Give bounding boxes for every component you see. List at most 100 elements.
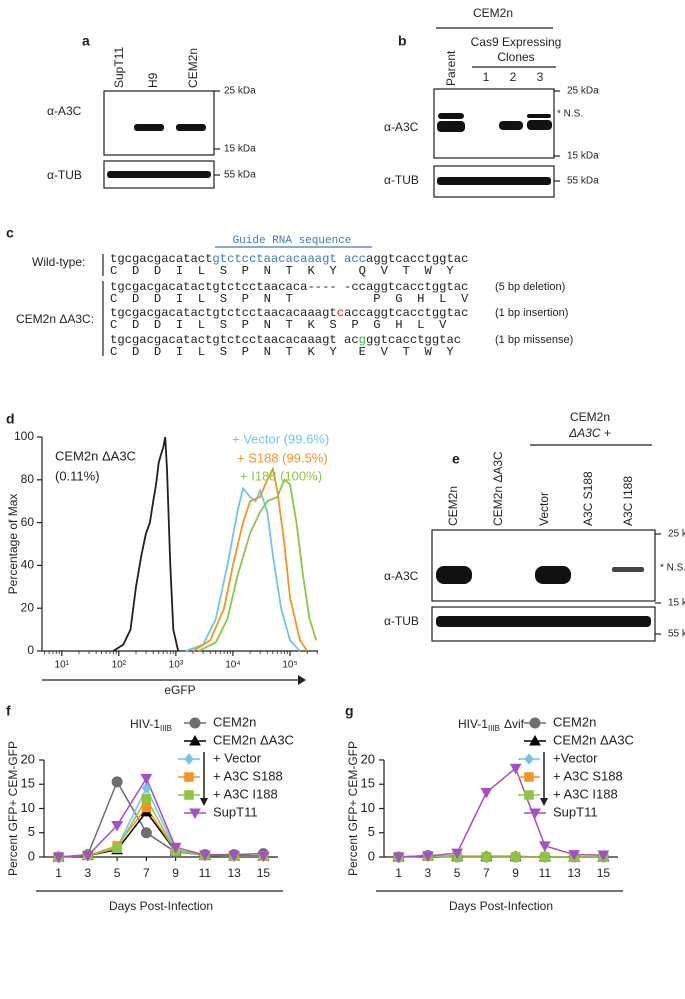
x-axis-label: eGFP xyxy=(164,683,195,697)
sequence-segment: tgcgacgacatact xyxy=(110,252,212,266)
point xyxy=(112,843,122,854)
band xyxy=(535,566,571,584)
y-tick-label: 0 xyxy=(27,643,34,657)
legend-entry: CEM2n ΔA3C xyxy=(55,448,136,463)
x-tick-label: 11 xyxy=(199,866,212,880)
sequence-segment: gtctcctaacacaaagt acc xyxy=(212,252,366,266)
blot xyxy=(103,90,215,156)
band xyxy=(499,121,523,130)
point xyxy=(184,772,194,782)
sequence-row: tgcgacgacatactgtctcctaacacaaagtcaccaggtc… xyxy=(110,306,468,320)
group-label: CEM2n xyxy=(473,6,513,20)
point xyxy=(524,772,534,782)
x-tick-label: 15 xyxy=(597,866,611,880)
point xyxy=(141,794,152,804)
antibody-label: α-A3C xyxy=(384,569,419,583)
y-tick-label: 5 xyxy=(368,824,375,839)
antibody-label: α-A3C xyxy=(384,120,419,134)
legend-entry: CEM2n xyxy=(213,714,256,729)
point xyxy=(199,850,211,862)
curve xyxy=(185,486,301,652)
x-tick-label: 10² xyxy=(112,660,127,671)
sequence-segment: g xyxy=(359,333,366,347)
point xyxy=(111,820,123,832)
y-tick-label: 80 xyxy=(21,472,35,486)
legend-entry: + Vector xyxy=(213,750,262,765)
y-tick-label: 20 xyxy=(21,751,35,766)
antibody-label: α-TUB xyxy=(47,168,82,182)
band xyxy=(436,566,472,584)
point xyxy=(140,773,153,785)
sequence-segment: c xyxy=(337,306,344,320)
legend-entry: + S188 (99.5%) xyxy=(237,450,328,465)
legend-entry: +Vector xyxy=(553,750,598,765)
row-note: (1 bp missense) xyxy=(495,334,573,346)
point xyxy=(422,851,434,863)
band xyxy=(134,124,164,131)
legend-entry: CEM2n ΔA3C xyxy=(213,732,294,747)
panel-label: f xyxy=(6,703,11,719)
curve xyxy=(112,436,180,652)
legend-entry: + Vector (99.6%) xyxy=(232,431,329,446)
point xyxy=(52,852,65,864)
band xyxy=(436,616,651,627)
band xyxy=(107,171,211,178)
y-tick-label: 15 xyxy=(21,776,35,791)
x-tick-label: 5 xyxy=(114,866,121,880)
size-marker: 55 kDa xyxy=(567,176,599,187)
point xyxy=(141,782,152,794)
row-label: Wild-type: xyxy=(32,255,85,269)
legend-entry: SupT11 xyxy=(213,804,258,819)
curve xyxy=(192,466,308,652)
point xyxy=(140,827,152,839)
y-tick-label: 10 xyxy=(361,800,375,815)
x-tick-label: 10⁴ xyxy=(225,660,240,671)
band xyxy=(612,567,644,572)
size-marker: 25 kDa xyxy=(567,86,599,97)
panel-label: g xyxy=(345,703,354,719)
x-axis-label: Days Post-Infection xyxy=(109,899,213,913)
point xyxy=(524,790,534,800)
point xyxy=(189,717,201,729)
sequence-row: tgcgacgacatactgtctcctaacacaaagt acgggtca… xyxy=(110,333,461,347)
point xyxy=(524,753,534,765)
panel-label: b xyxy=(398,33,407,49)
sequence-row: C D D I L S P N T P G H L V xyxy=(110,292,469,306)
y-tick-label: 20 xyxy=(361,751,375,766)
band xyxy=(527,120,552,130)
curve xyxy=(198,478,318,652)
point xyxy=(189,808,201,820)
legend-entry: + A3C I188 xyxy=(553,786,618,801)
x-tick-label: 13 xyxy=(227,866,241,880)
sequence-row: C D D I L S P N T K S P G H L V xyxy=(110,318,447,332)
legend-entry: + I188 (100%) xyxy=(240,468,322,483)
point xyxy=(540,852,550,862)
row-note: (1 bp insertion) xyxy=(495,307,568,319)
size-marker: 55 kDa xyxy=(668,629,685,640)
arrow-head xyxy=(298,675,306,685)
antibody-label: α-TUB xyxy=(384,173,419,187)
y-tick-label: 60 xyxy=(21,515,35,529)
size-marker: 15 kDa xyxy=(567,151,599,162)
sequence-segment: tgcgacgacatactgtctcctaacaca---- -ccaggtc… xyxy=(110,280,468,294)
chart-title: HIV-1IIIB Δvif xyxy=(458,717,525,733)
y-tick-label: 20 xyxy=(21,600,35,614)
sequence-segment: aggtcacctggtac xyxy=(366,252,468,266)
lane-label: A3C S188 xyxy=(581,471,595,526)
arrow-head xyxy=(200,798,208,806)
point xyxy=(189,734,201,746)
point xyxy=(510,852,521,862)
group-label: Cas9 Expressing xyxy=(471,35,562,49)
x-tick-label: 5 xyxy=(454,866,461,880)
title-subscript: IIIB xyxy=(160,724,172,733)
alignment: tgcgacgacatactgtctcctaacacaaagt accaggtc… xyxy=(110,252,573,359)
size-marker: 55 kDa xyxy=(224,170,256,181)
y-tick-label: 100 xyxy=(14,429,34,443)
y-tick-label: 5 xyxy=(28,824,35,839)
x-axis-label: Days Post-Infection xyxy=(449,899,553,913)
sequence-segment: C D D I L S P N T K Y Q V T W Y xyxy=(110,264,454,278)
antibody-label: α-TUB xyxy=(384,614,419,628)
blot xyxy=(431,529,656,602)
antibody-label: α-A3C xyxy=(47,104,82,118)
sequence-segment: C D D I L S P N T P G H L V xyxy=(110,292,469,306)
